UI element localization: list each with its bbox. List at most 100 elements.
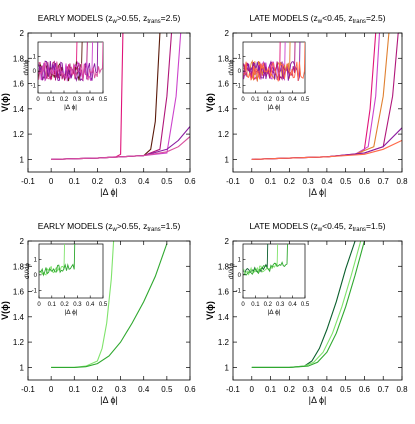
plot-frame (27, 240, 191, 381)
inset-y-tick-label: 1 (33, 55, 37, 61)
inset-x-tick-label: 0 (37, 302, 41, 308)
inset-x-tick-label: 0.1 (251, 302, 260, 308)
y-tick-label: 1.8 (13, 54, 25, 63)
x-tick-label: 0.1 (265, 385, 277, 394)
inset-series-group (243, 244, 288, 276)
y-tick-label: 1.2 (218, 130, 230, 139)
x-tick-label: 0.3 (303, 385, 315, 394)
title-subscript: trans (353, 227, 366, 233)
y-axis-label: V(ϕ) (205, 301, 215, 320)
title-part: EARLY MODELS (z (38, 13, 113, 23)
inset-y-label: dV/dϕ (229, 59, 235, 75)
inset-y-tick-label: 1 (238, 55, 242, 61)
y-tick-label: 1.2 (13, 130, 25, 139)
inset-y-tick-label: 0 (33, 69, 37, 75)
x-tick-label: 0.7 (378, 385, 390, 394)
y-tick-label: 1 (225, 363, 230, 372)
panel-title: EARLY MODELS (zw>0.55, ztrans=2.5) (38, 13, 181, 25)
inset-x-tick-label: 0.2 (264, 302, 273, 308)
inset-x-tick-label: 0 (36, 97, 40, 103)
x-tick-label: 0.4 (138, 385, 150, 394)
y-tick-label: 1 (20, 155, 25, 164)
inset-x-tick-label: 0.5 (301, 97, 310, 103)
x-tick-label: 0.4 (321, 385, 333, 394)
inset-x-tick-label: 0.4 (86, 97, 95, 103)
title-part: EARLY MODELS (z (38, 221, 113, 231)
x-tick-label: 0.6 (359, 177, 371, 186)
x-tick-label: 0.2 (92, 177, 104, 186)
panel-title: LATE MODELS (zw<0.45, ztrans=2.5) (249, 13, 385, 25)
y-tick-label: 2 (225, 237, 230, 246)
panel-title: EARLY MODELS (zw>0.55, ztrans=1.5) (38, 221, 181, 233)
y-axis-label: V(ϕ) (205, 93, 215, 112)
title-subscript: w (112, 227, 118, 233)
title-subscript: trans (147, 19, 160, 25)
x-tick-label: 0.1 (265, 177, 277, 186)
title-subscript: trans (147, 227, 160, 233)
title-subscript: w (317, 19, 323, 25)
inset-y-tick-label: -1 (32, 288, 38, 294)
y-tick-label: 2 (20, 29, 25, 38)
x-tick-label: 0.5 (340, 385, 352, 394)
inset-x-tick-label: 0.1 (48, 302, 57, 308)
inset-x-label: |Δ ϕ| (65, 309, 78, 316)
x-tick-label: 0.1 (69, 385, 81, 394)
inset-x-tick-label: 0.1 (47, 97, 56, 103)
inset-series-group (243, 42, 305, 83)
inset-x-tick-label: 0.4 (86, 302, 95, 308)
inset-frame (38, 243, 104, 299)
panel-1: EARLY MODELS (zw>0.55, ztrans=2.5)-0.1 0 0… (0, 13, 196, 197)
inset-x-tick-label: 0 (241, 97, 245, 103)
y-tick-label: 1.4 (218, 313, 230, 322)
inset-x-tick-label: 0.3 (73, 97, 82, 103)
inset-x-label: |Δ ϕ| (268, 309, 281, 316)
plot-frame (232, 32, 403, 173)
y-axis-label: V(ϕ) (0, 93, 10, 112)
inset-series-group (39, 244, 76, 277)
inset-x-tick-label: 0.3 (276, 302, 285, 308)
panel-2: LATE MODELS (zw<0.45, ztrans=2.5) -0.1 0 0.… (205, 13, 408, 197)
inset-y-label: dV/dϕ (24, 59, 30, 75)
inset-line-5 (38, 42, 99, 82)
x-tick-label: -0.1 (21, 385, 35, 394)
plot-frame (27, 32, 191, 173)
inset-x-tick-label: 0.5 (301, 302, 310, 308)
title-part: LATE MODELS (z (249, 221, 317, 231)
x-tick-label: 0 (49, 177, 54, 186)
series-line-2 (51, 243, 168, 368)
inset-y-tick-label: 0 (34, 273, 38, 279)
x-tick-label: 0 (250, 385, 255, 394)
y-tick-label: 1.6 (13, 288, 25, 297)
panel-3: EARLY MODELS (zw>0.55, ztrans=1.5) -0.1 0 0… (0, 221, 196, 405)
x-tick-label: 0.6 (359, 385, 371, 394)
y-tick-label: 1.8 (218, 262, 230, 271)
plot-frame (232, 240, 403, 381)
y-tick-label: 2 (20, 237, 25, 246)
title-part: >0.55, z (117, 221, 147, 231)
series-group (51, 241, 168, 368)
title-part: >0.55, z (117, 13, 147, 23)
x-tick-label: 0 (49, 385, 54, 394)
panel-title: LATE MODELS (zw<0.45, ztrans=1.5) (249, 221, 385, 233)
x-tick-label: 0.6 (184, 177, 196, 186)
y-tick-label: 1.4 (218, 105, 230, 114)
inset-x-label: |Δ ϕ| (64, 104, 77, 111)
inset-line-3 (243, 244, 288, 276)
y-tick-label: 1.2 (218, 338, 230, 347)
x-tick-label: 0.8 (396, 385, 408, 394)
inset-x-tick-label: 0 (241, 302, 245, 308)
series-line-3 (251, 241, 365, 368)
y-tick-label: 1.8 (13, 262, 25, 271)
title-part: =1.5) (366, 221, 386, 231)
inset-4: 0 0.1 0.2 0.3 0.4 0.5 -1 0 1 |Δ ϕ| dV/dϕ (229, 243, 310, 316)
x-tick-label: 0.5 (340, 177, 352, 186)
x-axis-label: |Δ ϕ| (309, 395, 327, 405)
y-tick-label: 1 (225, 155, 230, 164)
x-tick-label: 0.6 (184, 385, 196, 394)
x-tick-label: -0.1 (226, 177, 240, 186)
x-axis-label: |Δ ϕ| (100, 187, 118, 197)
x-axis-label: |Δ ϕ| (100, 395, 118, 405)
y-axis-label: V(ϕ) (0, 301, 10, 320)
inset-x-tick-label: 0.2 (60, 97, 69, 103)
y-tick-label: 1.6 (218, 80, 230, 89)
